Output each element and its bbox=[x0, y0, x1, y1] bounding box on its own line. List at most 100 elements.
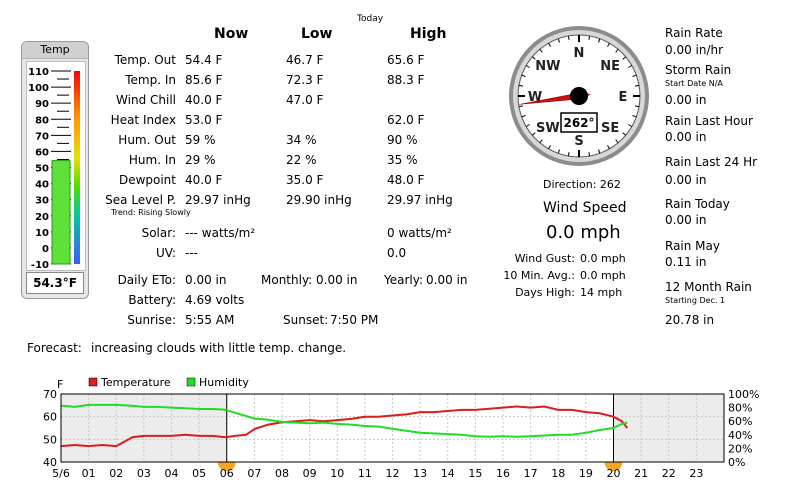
forecast-label: Forecast: bbox=[27, 341, 82, 355]
compass-tick bbox=[598, 149, 601, 154]
compass-tick bbox=[622, 132, 627, 136]
rain-12-month-start: Starting Dec. 1 bbox=[665, 296, 726, 305]
compass-tick bbox=[548, 42, 551, 47]
rain-today-label: Rain Today bbox=[665, 197, 730, 211]
sun-event-marker bbox=[604, 462, 623, 471]
chart-x-tick: 12 bbox=[386, 467, 400, 480]
temp-humidity-chart: F70 60 50 40 100%80%60%40%20%0% 5/6 01 02 03 04 05… bbox=[43, 376, 759, 480]
uv-high: 0.0 bbox=[387, 246, 407, 260]
storm-start-date: Start Date N/A bbox=[665, 79, 723, 88]
compass-tick bbox=[635, 84, 640, 87]
rain-12-month-label: 12 Month Rain bbox=[665, 280, 752, 294]
uv-label: UV: bbox=[155, 246, 176, 260]
chart-grid bbox=[61, 394, 724, 471]
chart-y-tick-right: 100% bbox=[728, 388, 759, 401]
chart-x-tick: 02 bbox=[109, 467, 123, 480]
compass-tick bbox=[518, 84, 523, 87]
wind-gust-value: 0.0 mph bbox=[580, 252, 626, 265]
thermometer-scale-label: 110 bbox=[28, 67, 49, 78]
pressure-trend: Trend: Rising Slowly bbox=[111, 208, 191, 217]
monthly-label: Monthly: bbox=[261, 273, 313, 287]
today-label: Today bbox=[357, 14, 384, 24]
row-low-value: 22 % bbox=[286, 153, 317, 167]
sun-event-marker bbox=[217, 462, 236, 471]
sunrise-value: 5:55 AM bbox=[185, 313, 235, 327]
chart-y-tick-right: 20% bbox=[728, 442, 752, 455]
compass-direction-e: E bbox=[619, 90, 628, 105]
chart-axes: F70 60 50 40 100%80%60%40%20%0% 5/6 01 02 03 04 05… bbox=[43, 378, 759, 480]
compass-tick bbox=[539, 139, 543, 144]
storm-rain-label: Storm Rain bbox=[665, 63, 732, 77]
compass-tick bbox=[622, 56, 627, 60]
row-label: Temp. In bbox=[125, 73, 176, 87]
rain-last-hour-label: Rain Last Hour bbox=[665, 114, 753, 128]
chart-y-tick-left: 60 bbox=[43, 411, 57, 424]
thermometer-scale-label: -10 bbox=[31, 260, 49, 270]
compass-tick bbox=[632, 74, 637, 77]
sunrise-label: Sunrise: bbox=[127, 313, 176, 327]
thermometer-scale-label: 50 bbox=[35, 164, 49, 175]
compass-tick bbox=[525, 124, 530, 127]
direction-readout-box bbox=[560, 112, 598, 133]
thermometer-scale-label: 0 bbox=[42, 244, 49, 255]
row-now-value: 40.0 F bbox=[185, 173, 223, 187]
row-label: Dewpoint bbox=[118, 173, 176, 187]
chart-x-tick: 01 bbox=[82, 467, 96, 480]
row-label: Wind Chill bbox=[116, 93, 176, 107]
compass-tick bbox=[628, 65, 633, 68]
chart-frame bbox=[60, 393, 725, 463]
compass-direction-sw: SW bbox=[536, 121, 560, 136]
thermometer-scale-label: 60 bbox=[35, 147, 49, 158]
rain-last-24-label: Rain Last 24 Hr bbox=[665, 155, 758, 169]
thermometer-scale-label: 100 bbox=[28, 83, 49, 94]
thermometer-reading: 54.3°F bbox=[26, 272, 84, 294]
compass-tick bbox=[588, 35, 591, 40]
compass-tick bbox=[518, 105, 523, 108]
rain-last-24-value: 0.00 in bbox=[665, 173, 707, 187]
thermometer-scale-label: 10 bbox=[35, 228, 49, 239]
chart-x-tick: 5/6 bbox=[52, 467, 70, 480]
thermometer-title: Temp bbox=[22, 42, 88, 59]
chart-x-tick: 05 bbox=[192, 467, 206, 480]
monthly-value: 0.00 in bbox=[316, 273, 358, 287]
wind-gust-label: Wind Gust: bbox=[514, 252, 575, 265]
row-label: Sea Level P. bbox=[105, 193, 176, 207]
compass-tick bbox=[548, 145, 551, 150]
now-header: Now bbox=[214, 26, 249, 42]
row-label: Heat Index bbox=[110, 113, 176, 127]
rain-month-label: Rain May bbox=[665, 239, 720, 253]
chart-x-tick: 13 bbox=[413, 467, 427, 480]
chart-y-tick-left: 50 bbox=[43, 433, 57, 446]
chart-x-tick: 08 bbox=[275, 467, 289, 480]
wind-speed-label: Wind Speed bbox=[543, 200, 627, 216]
rain-month-value: 0.11 in bbox=[665, 255, 707, 269]
thermometer-level-bar bbox=[51, 160, 71, 265]
chart-x-tick: 21 bbox=[634, 467, 648, 480]
row-low-value: 35.0 F bbox=[286, 173, 324, 187]
thermometer-scale-label: 80 bbox=[35, 115, 49, 126]
row-now-value: 85.6 F bbox=[185, 73, 223, 87]
days-high-label: Days High: bbox=[515, 286, 575, 299]
chart-x-tick: 20 bbox=[607, 467, 621, 480]
solar-now: --- watts/m² bbox=[185, 226, 256, 240]
chart-x-tick: 04 bbox=[165, 467, 179, 480]
row-high-value: 48.0 F bbox=[387, 173, 425, 187]
direction-text: Direction: 262 bbox=[543, 178, 621, 191]
chart-x-tick: 17 bbox=[524, 467, 538, 480]
rain-rate-label: Rain Rate bbox=[665, 26, 723, 40]
forecast-text: increasing clouds with little temp. chan… bbox=[91, 341, 347, 355]
row-high-value: 88.3 F bbox=[387, 73, 425, 87]
compass-tick bbox=[521, 74, 526, 77]
compass-tick bbox=[615, 139, 619, 144]
sunset-label: Sunset: bbox=[283, 313, 329, 327]
chart-x-tick: 06 bbox=[220, 467, 234, 480]
row-low-value: 46.7 F bbox=[286, 53, 324, 67]
row-high-value: 90 % bbox=[387, 133, 418, 147]
compass-tick bbox=[615, 48, 619, 53]
row-label: Hum. In bbox=[128, 153, 176, 167]
row-label: Hum. Out bbox=[118, 133, 176, 147]
thermometer-color-scale bbox=[74, 71, 80, 264]
uv-now: --- bbox=[185, 246, 198, 260]
